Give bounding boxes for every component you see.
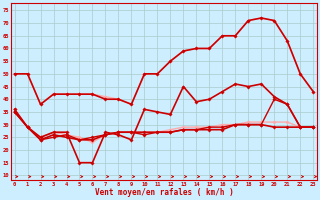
X-axis label: Vent moyen/en rafales ( km/h ): Vent moyen/en rafales ( km/h ) [94, 188, 233, 197]
